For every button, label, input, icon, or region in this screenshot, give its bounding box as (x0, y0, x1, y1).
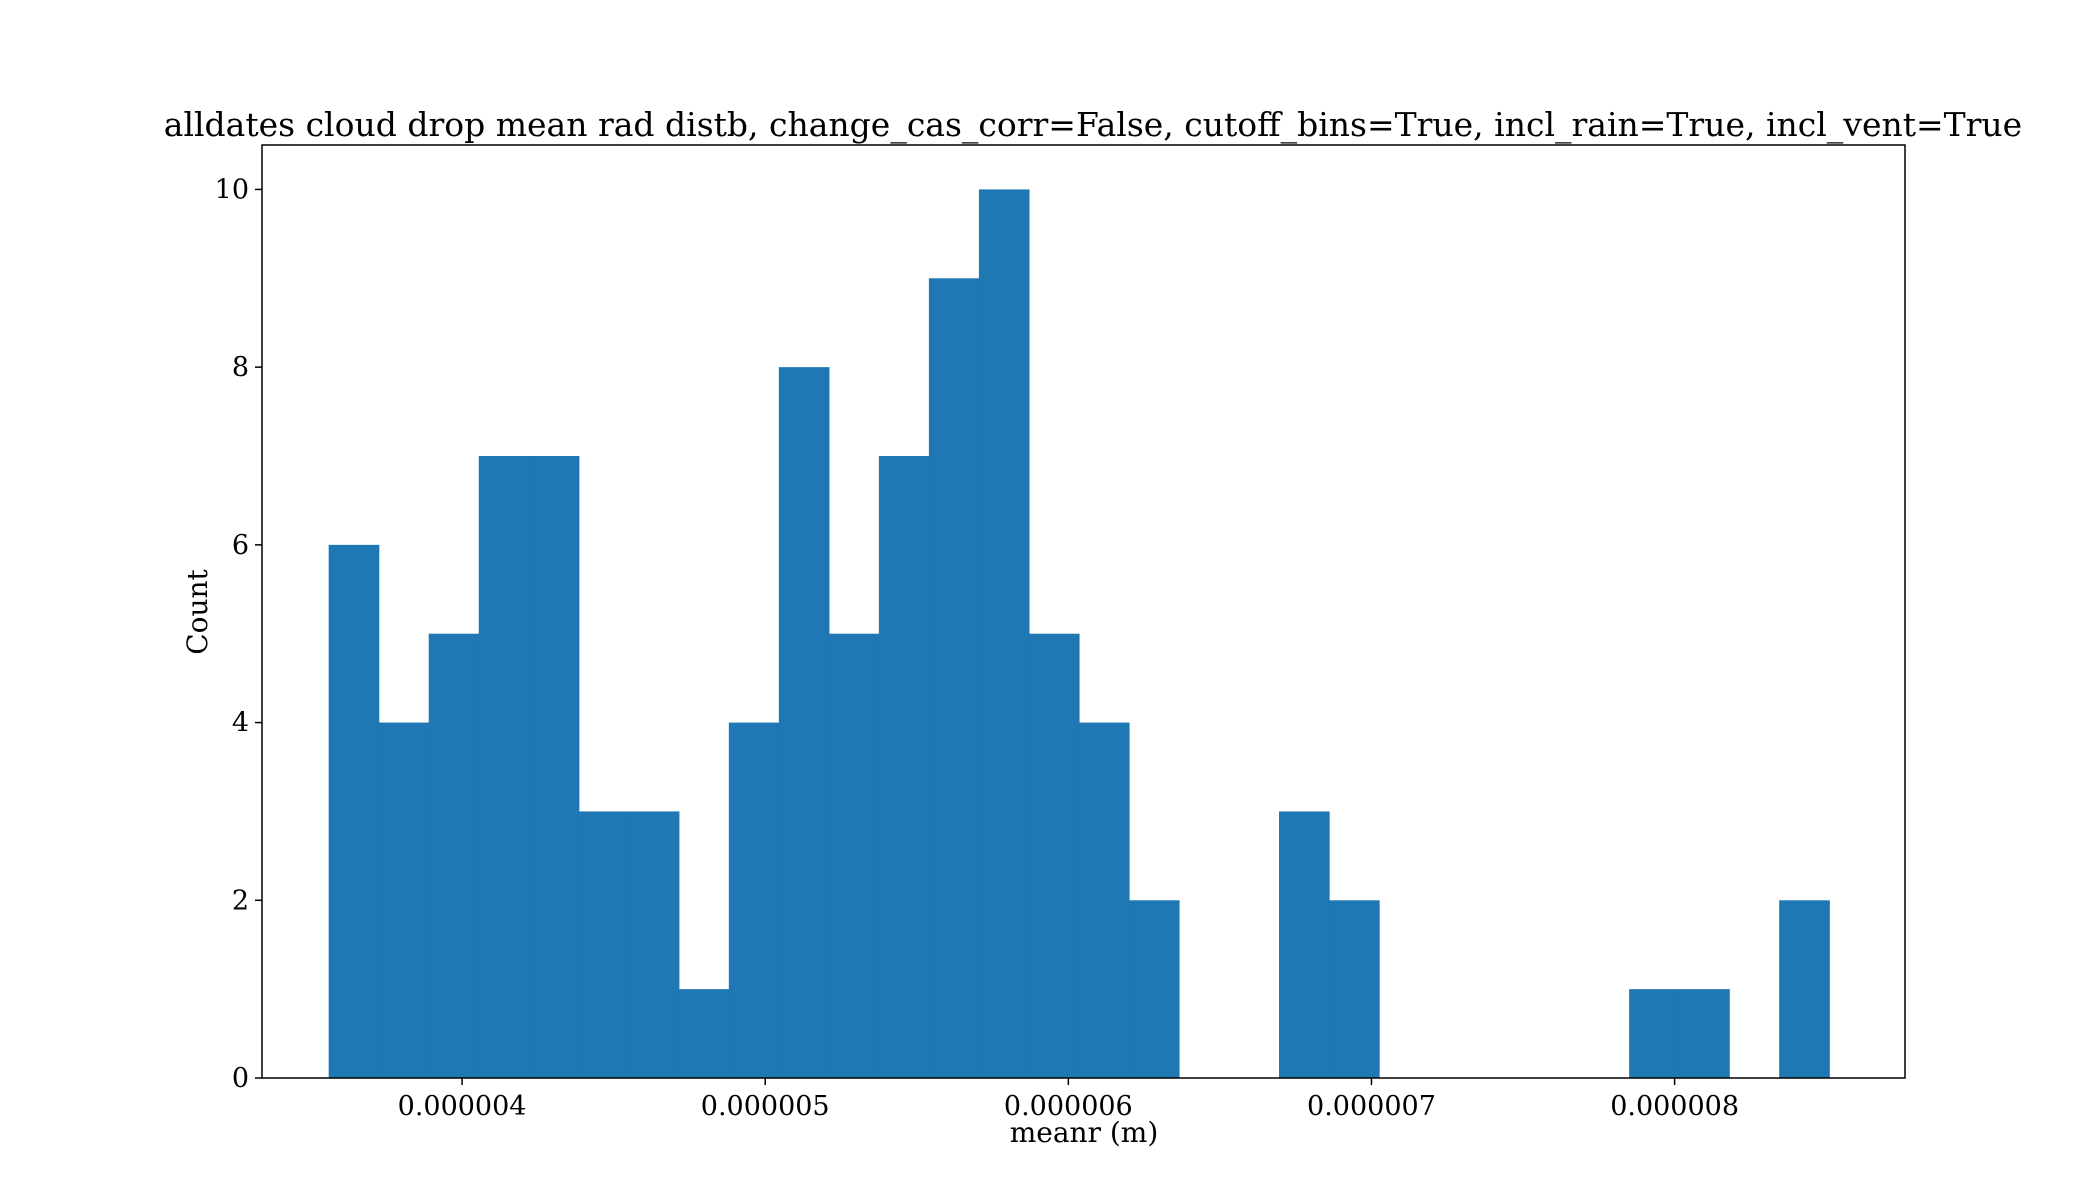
bars-group (328, 189, 1830, 1079)
histogram-bar (728, 722, 780, 1078)
histogram-bar (578, 811, 630, 1078)
histogram-bar (1679, 989, 1730, 1078)
y-tick-label: 6 (232, 530, 249, 561)
histogram-bar (928, 278, 980, 1078)
y-tick-label: 8 (232, 352, 249, 383)
histogram-bar (328, 544, 380, 1078)
histogram-bar (1028, 633, 1080, 1078)
histogram-bar (628, 811, 680, 1078)
histogram-bar (1078, 722, 1130, 1078)
x-tick-label: 0.000004 (398, 1091, 527, 1122)
chart-title: alldates cloud drop mean rad distb, chan… (164, 105, 2022, 145)
y-tick-label: 10 (215, 174, 249, 205)
y-axis-label: Count (181, 568, 214, 654)
x-tick-label: 0.000008 (1610, 1091, 1739, 1122)
y-tick-label: 0 (232, 1063, 249, 1094)
histogram-bar (478, 456, 530, 1078)
histogram-bar (428, 633, 480, 1078)
x-tick-label: 0.000006 (1004, 1091, 1133, 1122)
histogram-bar (1329, 900, 1380, 1078)
histogram-bar (828, 633, 880, 1078)
x-tick-label: 0.000007 (1307, 1091, 1436, 1122)
histogram-bar (1629, 989, 1680, 1078)
histogram-bar (378, 722, 430, 1078)
y-tick-label: 4 (232, 708, 249, 739)
x-tick-label: 0.000005 (701, 1091, 830, 1122)
y-tick-label: 2 (232, 885, 249, 916)
histogram-bar (978, 189, 1030, 1078)
y-axis-ticks: 0 2 4 6 8 10 (215, 174, 262, 1094)
histogram-bar (678, 989, 730, 1078)
plot-frame (261, 144, 1906, 1079)
histogram-bar (778, 367, 830, 1079)
x-axis-label: meanr (m) (1010, 1116, 1159, 1149)
histogram-bar (528, 456, 580, 1078)
histogram-bar (1279, 811, 1330, 1078)
histogram-bar (1128, 900, 1180, 1078)
x-axis-ticks: 0.000004 0.000005 0.000006 0.000007 0.000008 (398, 1078, 1739, 1122)
histogram-bar (1779, 900, 1830, 1078)
histogram-bar (878, 456, 930, 1078)
